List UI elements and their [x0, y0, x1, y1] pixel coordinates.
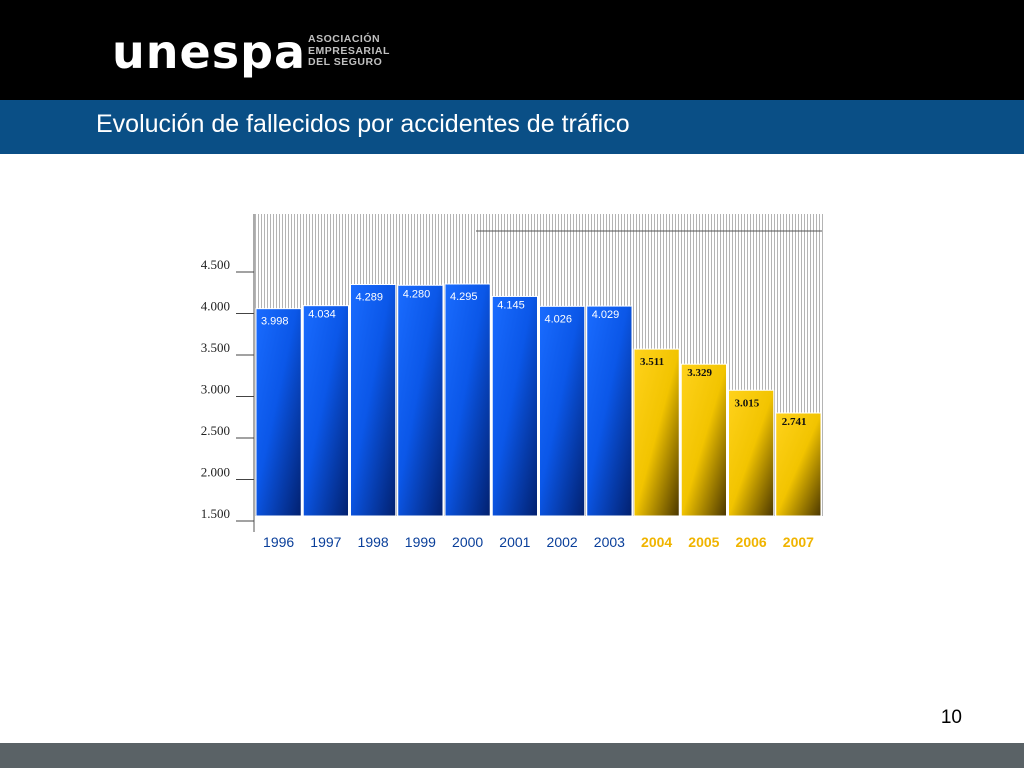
header-band — [0, 0, 1024, 100]
bar-2004 — [633, 348, 680, 517]
x-tick-label: 1999 — [405, 534, 436, 550]
data-label-2005: 3.329 — [687, 367, 712, 379]
bar-2005 — [680, 363, 727, 517]
logo-sub-line-3: DEL SEGURO — [308, 56, 383, 68]
data-label-1997: 4.034 — [308, 309, 336, 321]
bar-1998 — [350, 284, 397, 517]
bar-2001 — [491, 295, 538, 517]
x-tick-label: 1996 — [263, 534, 294, 550]
bar-2000 — [444, 283, 491, 517]
y-tick-label: 1.500 — [201, 506, 230, 521]
x-tick-label: 2004 — [641, 534, 672, 550]
data-label-2001: 4.145 — [497, 299, 525, 311]
bar-2006 — [728, 389, 775, 517]
x-tick-label: 2007 — [783, 534, 814, 550]
data-label-2000: 4.295 — [450, 291, 478, 303]
data-label-1996: 3.998 — [261, 316, 289, 328]
x-tick-label: 2006 — [736, 534, 767, 550]
data-label-2006: 3.015 — [735, 397, 760, 409]
bar-2002 — [539, 305, 586, 517]
y-tick-label: 3.500 — [201, 340, 230, 355]
y-tick-label: 4.000 — [201, 299, 230, 314]
x-tick-label: 2003 — [594, 534, 625, 550]
data-label-2004: 3.511 — [640, 356, 664, 368]
data-label-2003: 4.029 — [592, 309, 620, 321]
x-tick-label: 2002 — [547, 534, 578, 550]
title-band — [0, 100, 1024, 154]
bar-1997 — [302, 305, 349, 517]
bar-2007 — [775, 412, 822, 517]
x-tick-label: 1997 — [310, 534, 341, 550]
data-label-2007: 2.741 — [782, 416, 807, 428]
x-tick-label: 1998 — [358, 534, 389, 550]
x-tick-label: 2001 — [499, 534, 530, 550]
logo-sub-line-1: ASOCIACIÓN — [308, 33, 381, 45]
footer-band — [0, 743, 1024, 768]
bar-1999 — [397, 284, 444, 517]
bar-1996 — [255, 308, 302, 517]
y-tick-label: 2.000 — [201, 465, 230, 480]
y-tick-label: 3.000 — [201, 382, 230, 397]
page-number: 10 — [940, 707, 962, 728]
y-tick-label: 2.500 — [201, 423, 230, 438]
y-tick-label: 4.500 — [201, 257, 230, 272]
x-tick-label: 2000 — [452, 534, 483, 550]
data-label-1998: 4.289 — [356, 292, 384, 304]
data-label-2002: 4.026 — [545, 313, 573, 325]
slide-title: Evolución de fallecidos por accidentes d… — [96, 110, 630, 138]
logo-wordmark: unespa — [112, 25, 307, 79]
bar-2003 — [586, 305, 633, 517]
data-label-1999: 4.280 — [403, 288, 431, 300]
x-tick-label: 2005 — [688, 534, 719, 550]
logo-subtitle: ASOCIACIÓN EMPRESARIAL DEL SEGURO — [308, 33, 398, 69]
logo-sub-line-2: EMPRESARIAL — [308, 44, 390, 57]
